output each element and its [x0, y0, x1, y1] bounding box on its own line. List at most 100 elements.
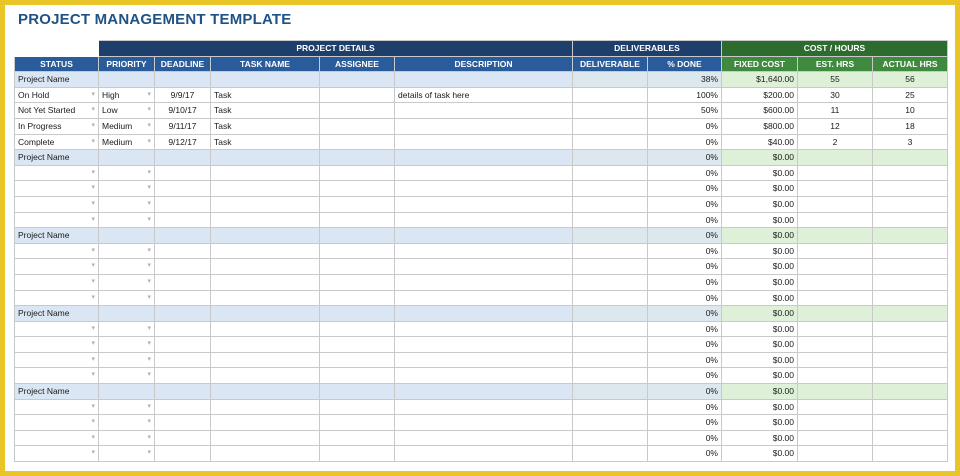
fixed-cost-cell[interactable]: $0.00 — [721, 258, 798, 275]
task-name-cell[interactable] — [210, 164, 320, 182]
deadline-cell[interactable] — [154, 414, 211, 431]
est-hrs-cell[interactable] — [797, 336, 873, 353]
status-cell[interactable]: ▾ — [14, 445, 99, 463]
project-empty-cell[interactable] — [319, 305, 395, 322]
project-deliverable-cell[interactable] — [572, 227, 648, 244]
dropdown-arrow-icon[interactable]: ▾ — [91, 449, 95, 457]
dropdown-arrow-icon[interactable]: ▾ — [91, 121, 95, 129]
deadline-cell[interactable] — [154, 289, 211, 307]
assignee-cell[interactable] — [319, 445, 395, 463]
actual-hrs-cell[interactable]: 18 — [872, 117, 948, 135]
description-cell[interactable] — [394, 445, 573, 463]
column-header-description[interactable]: DESCRIPTION — [394, 55, 573, 73]
priority-cell[interactable]: Medium ▾ — [98, 133, 155, 151]
assignee-cell[interactable] — [319, 211, 395, 229]
priority-cell[interactable]: ▾ — [98, 242, 155, 260]
deliverable-cell[interactable] — [572, 367, 648, 385]
est-hrs-cell[interactable] — [797, 398, 873, 416]
deadline-cell[interactable] — [154, 180, 211, 197]
fixed-cost-cell[interactable]: $0.00 — [721, 351, 798, 369]
actual-hrs-cell[interactable] — [872, 336, 948, 353]
status-cell[interactable]: ▾ — [14, 351, 99, 369]
description-cell[interactable] — [394, 351, 573, 369]
project-empty-cell[interactable] — [319, 383, 395, 400]
priority-cell[interactable]: ▾ — [98, 258, 155, 275]
priority-cell[interactable]: ▾ — [98, 320, 155, 338]
task-name-cell[interactable] — [210, 242, 320, 260]
percent-done-cell[interactable]: 0% — [647, 336, 722, 353]
percent-done-cell[interactable]: 100% — [647, 86, 722, 104]
priority-cell[interactable]: Medium ▾ — [98, 117, 155, 135]
project-empty-cell[interactable] — [154, 383, 211, 400]
description-cell[interactable] — [394, 180, 573, 197]
dropdown-arrow-icon[interactable]: ▾ — [91, 340, 95, 348]
dropdown-arrow-icon[interactable]: ▾ — [147, 355, 151, 363]
priority-cell[interactable]: ▾ — [98, 336, 155, 353]
deadline-cell[interactable] — [154, 164, 211, 182]
description-cell[interactable] — [394, 164, 573, 182]
deliverable-cell[interactable] — [572, 195, 648, 213]
project-percent-done-cell[interactable]: 38% — [647, 71, 722, 88]
deadline-cell[interactable] — [154, 429, 211, 447]
task-name-cell[interactable] — [210, 336, 320, 353]
task-name-cell[interactable]: Task — [210, 117, 320, 135]
assignee-cell[interactable] — [319, 117, 395, 135]
assignee-cell[interactable] — [319, 429, 395, 447]
project-empty-cell[interactable] — [154, 149, 211, 166]
dropdown-arrow-icon[interactable]: ▾ — [91, 324, 95, 332]
actual-hrs-cell[interactable] — [872, 429, 948, 447]
project-empty-cell[interactable] — [98, 149, 155, 166]
project-empty-cell[interactable] — [210, 149, 320, 166]
dropdown-arrow-icon[interactable]: ▾ — [91, 137, 95, 145]
dropdown-arrow-icon[interactable]: ▾ — [147, 402, 151, 410]
project-deliverable-cell[interactable] — [572, 71, 648, 88]
est-hrs-cell[interactable] — [797, 195, 873, 213]
status-cell[interactable]: ▾ — [14, 336, 99, 353]
description-cell[interactable] — [394, 336, 573, 353]
project-empty-cell[interactable] — [319, 227, 395, 244]
est-hrs-cell[interactable] — [797, 429, 873, 447]
assignee-cell[interactable] — [319, 273, 395, 291]
est-hrs-cell[interactable]: 12 — [797, 117, 873, 135]
est-hrs-cell[interactable] — [797, 211, 873, 229]
project-empty-cell[interactable] — [210, 383, 320, 400]
actual-hrs-cell[interactable] — [872, 351, 948, 369]
actual-hrs-cell[interactable] — [872, 398, 948, 416]
dropdown-arrow-icon[interactable]: ▾ — [147, 277, 151, 285]
dropdown-arrow-icon[interactable]: ▾ — [91, 90, 95, 98]
project-empty-cell[interactable] — [154, 305, 211, 322]
est-hrs-cell[interactable] — [797, 289, 873, 307]
deliverable-cell[interactable] — [572, 258, 648, 275]
project-actual-hrs-cell[interactable] — [872, 149, 948, 166]
assignee-cell[interactable] — [319, 195, 395, 213]
dropdown-arrow-icon[interactable]: ▾ — [147, 418, 151, 426]
project-actual-hrs-cell[interactable] — [872, 383, 948, 400]
percent-done-cell[interactable]: 0% — [647, 351, 722, 369]
deadline-cell[interactable]: 9/12/17 — [154, 133, 211, 151]
actual-hrs-cell[interactable] — [872, 414, 948, 431]
actual-hrs-cell[interactable]: 25 — [872, 86, 948, 104]
project-actual-hrs-cell[interactable] — [872, 305, 948, 322]
status-cell[interactable]: ▾ — [14, 289, 99, 307]
assignee-cell[interactable] — [319, 242, 395, 260]
fixed-cost-cell[interactable]: $800.00 — [721, 117, 798, 135]
status-cell[interactable]: On Hold ▾ — [14, 86, 99, 104]
task-name-cell[interactable]: Task — [210, 133, 320, 151]
column-header-deadline[interactable]: DEADLINE — [154, 55, 211, 73]
fixed-cost-cell[interactable]: $200.00 — [721, 86, 798, 104]
status-cell[interactable]: In Progress ▾ — [14, 117, 99, 135]
project-name-cell[interactable]: Project Name — [14, 71, 99, 88]
fixed-cost-cell[interactable]: $0.00 — [721, 445, 798, 463]
project-fixed-cost-cell[interactable]: $0.00 — [721, 149, 798, 166]
assignee-cell[interactable] — [319, 351, 395, 369]
project-percent-done-cell[interactable]: 0% — [647, 305, 722, 322]
project-est-hrs-cell[interactable] — [797, 149, 873, 166]
est-hrs-cell[interactable]: 30 — [797, 86, 873, 104]
actual-hrs-cell[interactable] — [872, 180, 948, 197]
priority-cell[interactable]: ▾ — [98, 367, 155, 385]
deadline-cell[interactable] — [154, 398, 211, 416]
deliverable-cell[interactable] — [572, 117, 648, 135]
project-est-hrs-cell[interactable] — [797, 383, 873, 400]
percent-done-cell[interactable]: 0% — [647, 289, 722, 307]
actual-hrs-cell[interactable] — [872, 164, 948, 182]
